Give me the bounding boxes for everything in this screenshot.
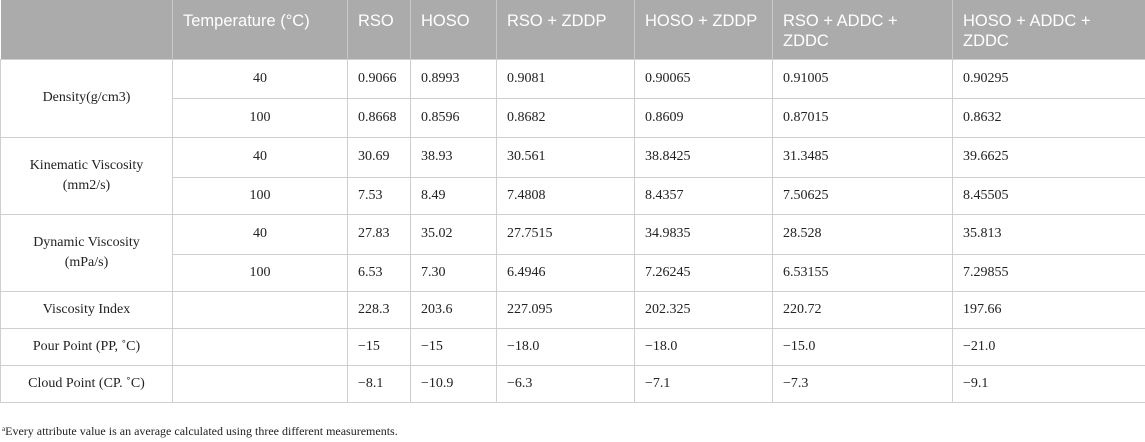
value-cell: −18.0 bbox=[634, 327, 773, 366]
value-cell: 6.4946 bbox=[496, 253, 635, 292]
value-cell: 0.9081 bbox=[496, 58, 635, 99]
value-cell: 203.6 bbox=[410, 290, 497, 329]
value-cell: 35.813 bbox=[952, 213, 1145, 255]
header-hoso: HOSO bbox=[410, 0, 497, 59]
table-row: Viscosity Index 228.3 203.6 227.095 202.… bbox=[0, 290, 1145, 329]
temperature-cell bbox=[172, 327, 348, 366]
temperature-cell: 100 bbox=[172, 97, 348, 138]
value-cell: 197.66 bbox=[952, 290, 1145, 329]
temperature-cell bbox=[172, 364, 348, 403]
table-row: 100 0.8668 0.8596 0.8682 0.8609 0.87015 … bbox=[1, 97, 1145, 138]
value-cell: 8.4357 bbox=[634, 176, 773, 215]
header-hoso-addc-zddc: HOSO + ADDC + ZDDC bbox=[952, 0, 1145, 59]
value-cell: 31.3485 bbox=[772, 136, 953, 178]
value-cell: 7.53 bbox=[347, 176, 411, 215]
property-dynamic-viscosity: Dynamic Viscosity (mPa/s) bbox=[0, 213, 173, 292]
value-cell: 228.3 bbox=[347, 290, 411, 329]
value-cell: 7.50625 bbox=[772, 176, 953, 215]
value-cell: 0.90065 bbox=[634, 58, 773, 99]
value-cell: 38.93 bbox=[410, 136, 497, 178]
property-cloud-point: Cloud Point (CP. ˚C) bbox=[0, 364, 173, 403]
value-cell: 8.49 bbox=[410, 176, 497, 215]
value-cell: 0.8682 bbox=[496, 97, 635, 138]
value-cell: −18.0 bbox=[496, 327, 635, 366]
value-cell: 30.561 bbox=[496, 136, 635, 178]
value-cell: 38.8425 bbox=[634, 136, 773, 178]
value-cell: 7.30 bbox=[410, 253, 497, 292]
value-cell: 0.8632 bbox=[952, 97, 1145, 138]
footnote-text: Every attribute value is an average calc… bbox=[5, 424, 398, 438]
table-row: Cloud Point (CP. ˚C) −8.1 −10.9 −6.3 −7.… bbox=[0, 364, 1145, 403]
temperature-cell bbox=[172, 290, 348, 329]
property-density: Density(g/cm3) bbox=[0, 58, 173, 138]
table-row: Dynamic Viscosity (mPa/s) 40 27.83 35.02… bbox=[0, 213, 1145, 292]
table-row: 100 7.53 8.49 7.4808 8.4357 7.50625 8.45… bbox=[1, 176, 1145, 215]
table-row: 100 6.53 7.30 6.4946 7.26245 6.53155 7.2… bbox=[1, 253, 1145, 292]
property-pour-point: Pour Point (PP, ˚C) bbox=[0, 327, 173, 366]
value-cell: 6.53155 bbox=[772, 253, 953, 292]
value-cell: 0.91005 bbox=[772, 58, 953, 99]
value-cell: 7.4808 bbox=[496, 176, 635, 215]
property-kinematic-viscosity: Kinematic Viscosity (mm2/s) bbox=[0, 136, 173, 215]
value-cell: 6.53 bbox=[347, 253, 411, 292]
value-cell: 30.69 bbox=[347, 136, 411, 178]
value-cell: 27.7515 bbox=[496, 213, 635, 255]
value-cell: 8.45505 bbox=[952, 176, 1145, 215]
value-cell: 0.9066 bbox=[347, 58, 411, 99]
value-cell: 0.8668 bbox=[347, 97, 411, 138]
value-cell: 27.83 bbox=[347, 213, 411, 255]
table-row: Pour Point (PP, ˚C) −15 −15 −18.0 −18.0 … bbox=[0, 327, 1145, 366]
value-cell: −10.9 bbox=[410, 364, 497, 403]
value-cell: 7.26245 bbox=[634, 253, 773, 292]
footnote-marker: a bbox=[2, 425, 6, 433]
temperature-cell: 40 bbox=[172, 213, 348, 255]
temperature-cell: 100 bbox=[172, 176, 348, 215]
header-property bbox=[0, 0, 173, 59]
header-rso-addc-zddc: RSO + ADDC + ZDDC bbox=[772, 0, 953, 59]
header-row: Temperature (°C) RSO HOSO RSO + ZDDP HOS… bbox=[0, 0, 1145, 59]
table-footnote: aEvery attribute value is an average cal… bbox=[2, 424, 398, 439]
header-rso: RSO bbox=[347, 0, 411, 59]
temperature-cell: 100 bbox=[172, 253, 348, 292]
table-row: Density(g/cm3) 40 0.9066 0.8993 0.9081 0… bbox=[0, 58, 1145, 138]
temperature-cell: 40 bbox=[172, 136, 348, 178]
header-hoso-zddp: HOSO + ZDDP bbox=[634, 0, 773, 59]
value-cell: 202.325 bbox=[634, 290, 773, 329]
value-cell: 35.02 bbox=[410, 213, 497, 255]
value-cell: 0.90295 bbox=[952, 58, 1145, 99]
properties-table: Temperature (°C) RSO HOSO RSO + ZDDP HOS… bbox=[0, 0, 1145, 403]
value-cell: −15 bbox=[410, 327, 497, 366]
value-cell: −21.0 bbox=[952, 327, 1145, 366]
value-cell: 34.9835 bbox=[634, 213, 773, 255]
value-cell: −7.3 bbox=[772, 364, 953, 403]
value-cell: 0.8596 bbox=[410, 97, 497, 138]
temperature-cell: 40 bbox=[172, 58, 348, 99]
table-row: Kinematic Viscosity (mm2/s) 40 30.69 38.… bbox=[0, 136, 1145, 215]
value-cell: −6.3 bbox=[496, 364, 635, 403]
value-cell: 7.29855 bbox=[952, 253, 1145, 292]
header-rso-zddp: RSO + ZDDP bbox=[496, 0, 635, 59]
value-cell: −9.1 bbox=[952, 364, 1145, 403]
value-cell: −8.1 bbox=[347, 364, 411, 403]
value-cell: 0.8993 bbox=[410, 58, 497, 99]
value-cell: −7.1 bbox=[634, 364, 773, 403]
value-cell: 227.095 bbox=[496, 290, 635, 329]
value-cell: 220.72 bbox=[772, 290, 953, 329]
value-cell: 28.528 bbox=[772, 213, 953, 255]
value-cell: 0.8609 bbox=[634, 97, 773, 138]
value-cell: −15 bbox=[347, 327, 411, 366]
value-cell: −15.0 bbox=[772, 327, 953, 366]
header-temperature: Temperature (°C) bbox=[172, 0, 348, 59]
property-viscosity-index: Viscosity Index bbox=[0, 290, 173, 329]
value-cell: 0.87015 bbox=[772, 97, 953, 138]
value-cell: 39.6625 bbox=[952, 136, 1145, 178]
